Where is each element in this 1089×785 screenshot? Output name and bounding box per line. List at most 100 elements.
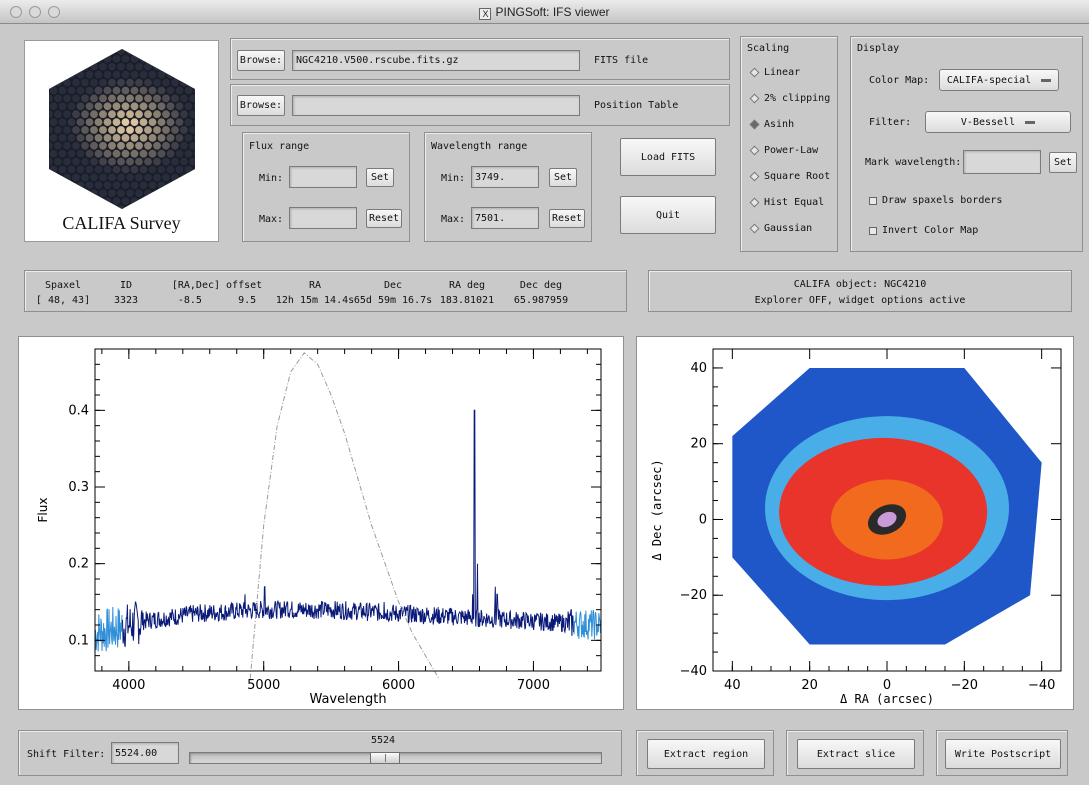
logo-spaxel-dot <box>148 165 157 174</box>
wavelength-max-input[interactable] <box>471 207 539 229</box>
logo-spaxel-dot <box>139 86 148 95</box>
logo-spaxel-dot <box>103 181 112 190</box>
logo-spaxel-dot <box>54 141 62 150</box>
info-header: Dec deg <box>519 280 563 291</box>
logo-spaxel-dot <box>135 94 143 103</box>
position-table-input[interactable] <box>292 95 580 116</box>
draw-spaxel-borders-checkbox[interactable]: Draw spaxels borders <box>869 195 1002 206</box>
logo-spaxel-dot <box>49 149 58 158</box>
scaling-option-2-clipping[interactable]: 2% clipping <box>749 93 830 104</box>
logo-spaxel-dot <box>49 102 58 111</box>
logo-spaxel-dot <box>49 70 58 79</box>
logo-spaxel-dot <box>126 62 134 71</box>
logo-spaxel-dot <box>103 149 112 158</box>
logo-spaxel-dot <box>135 141 143 150</box>
scaling-option-linear[interactable]: Linear <box>749 67 800 78</box>
shift-filter-slider[interactable] <box>189 752 602 764</box>
logo-spaxel-dot <box>193 55 195 63</box>
scaling-option-asinh[interactable]: Asinh <box>749 119 794 130</box>
wavelength-reset-button[interactable]: Reset <box>549 209 585 228</box>
logo-spaxel-dot <box>157 86 166 95</box>
y-tick-label: 0 <box>699 512 707 527</box>
logo-spaxel-dot <box>72 62 80 71</box>
logo-spaxel-dot <box>54 157 62 166</box>
mark-wavelength-input[interactable] <box>963 150 1041 174</box>
logo-spaxel-dot <box>126 126 134 134</box>
logo-spaxel-dot <box>180 205 188 209</box>
logo-spaxel-dot <box>103 70 112 79</box>
flux-reset-button[interactable]: Reset <box>366 209 402 228</box>
logo-spaxel-dot <box>184 165 193 174</box>
logo-spaxel-dot <box>189 94 195 103</box>
logo-spaxel-dot <box>203 166 211 174</box>
logo-spaxel-dot <box>157 197 166 206</box>
velocity-map-plot[interactable]: 40 20 0 −20 −40 40 20 0 −20 −40 Δ RA (arcsec) Δ Dec… <box>637 337 1073 709</box>
logo-spaxel-dot <box>148 134 157 142</box>
logo-spaxel-dot <box>135 205 143 209</box>
map-plot-panel[interactable]: 40 20 0 −20 −40 40 20 0 −20 −40 Δ RA (arcsec) Δ Dec… <box>636 336 1074 710</box>
logo-spaxel-dot <box>139 102 148 111</box>
browse-position-button[interactable]: Browse: <box>237 95 285 116</box>
extract-region-button[interactable]: Extract region <box>647 739 765 769</box>
position-table-label: Position Table <box>594 100 679 111</box>
filter-dropdown[interactable]: V-Bessell <box>925 111 1071 133</box>
quit-button[interactable]: Quit <box>620 196 716 234</box>
logo-spaxel-dot <box>157 55 166 63</box>
logo-spaxel-dot <box>180 62 188 71</box>
flux-min-input[interactable] <box>289 166 357 188</box>
logo-spaxel-dot <box>49 181 58 190</box>
wavelength-min-input[interactable] <box>471 166 539 188</box>
extract-slice-button[interactable]: Extract slice <box>797 739 915 769</box>
minimize-window-button[interactable] <box>29 6 41 18</box>
logo-spaxel-dot <box>130 149 139 158</box>
logo-spaxel-dot <box>108 189 116 198</box>
slider-thumb[interactable] <box>370 752 400 764</box>
mark-wavelength-set-button[interactable]: Set <box>1049 152 1077 173</box>
logo-spaxel-dot <box>72 78 80 87</box>
y-axis-label: Δ Dec (arcsec) <box>650 459 664 560</box>
logo-spaxel-dot <box>180 49 188 55</box>
logo-spaxel-dot <box>58 197 67 206</box>
logo-spaxel-dot <box>49 118 58 126</box>
scaling-option-power-law[interactable]: Power-Law <box>749 145 818 156</box>
logo-spaxel-dot <box>72 205 80 209</box>
load-fits-button[interactable]: Load FITS <box>620 138 716 176</box>
flux-set-button[interactable]: Set <box>366 168 394 187</box>
flux-max-input[interactable] <box>289 207 357 229</box>
scaling-option-hist-equal[interactable]: Hist Equal <box>749 197 824 208</box>
wavelength-set-button[interactable]: Set <box>549 168 577 187</box>
info-value: 183.81021 <box>439 295 495 306</box>
zoom-window-button[interactable] <box>48 6 60 18</box>
logo-spaxel-dot <box>189 141 195 150</box>
shift-filter-input[interactable] <box>111 742 179 764</box>
logo-spaxel-dot <box>90 157 98 166</box>
window-title: X PINGSoft: IFS viewer <box>0 5 1089 20</box>
logo-spaxel-dot <box>166 181 175 190</box>
colormap-dropdown[interactable]: CALIFA-special <box>939 69 1059 91</box>
logo-spaxel-dot <box>171 189 179 198</box>
logo-spaxel-dot <box>117 62 125 71</box>
info-value: 65d 59m 16.7s <box>353 295 433 306</box>
spectrum-plot-panel[interactable]: 4000 5000 6000 7000 0.1 0.2 0.3 0.4 Wavelength Fl… <box>18 336 624 710</box>
colormap-value: CALIFA-special <box>946 74 1032 86</box>
scaling-option-square-root[interactable]: Square Root <box>749 171 830 182</box>
browse-fits-button[interactable]: Browse: <box>237 50 285 71</box>
spectrum-plot[interactable]: 4000 5000 6000 7000 0.1 0.2 0.3 0.4 Wavelength Fl… <box>19 337 623 709</box>
logo-spaxel-dot <box>130 134 139 142</box>
scaling-option-label: Gaussian <box>764 223 813 234</box>
logo-spaxel-dot <box>130 181 139 190</box>
invert-colormap-checkbox[interactable]: Invert Color Map <box>869 225 978 236</box>
logo-spaxel-dot <box>72 110 80 119</box>
logo-spaxel-dot <box>203 71 211 79</box>
write-postscript-button[interactable]: Write Postscript <box>945 739 1061 769</box>
close-window-button[interactable] <box>10 6 22 18</box>
logo-spaxel-dot <box>94 165 103 174</box>
logo-spaxel-dot <box>108 49 116 55</box>
fits-file-input[interactable] <box>292 50 580 71</box>
scaling-option-gaussian[interactable]: Gaussian <box>749 223 813 234</box>
logo-spaxel-dot <box>90 94 98 103</box>
logo-spaxel-dot <box>193 118 195 126</box>
logo-spaxel-dot <box>189 157 195 166</box>
logo-spaxel-dot <box>175 55 184 63</box>
logo-spaxel-dot <box>193 70 195 79</box>
